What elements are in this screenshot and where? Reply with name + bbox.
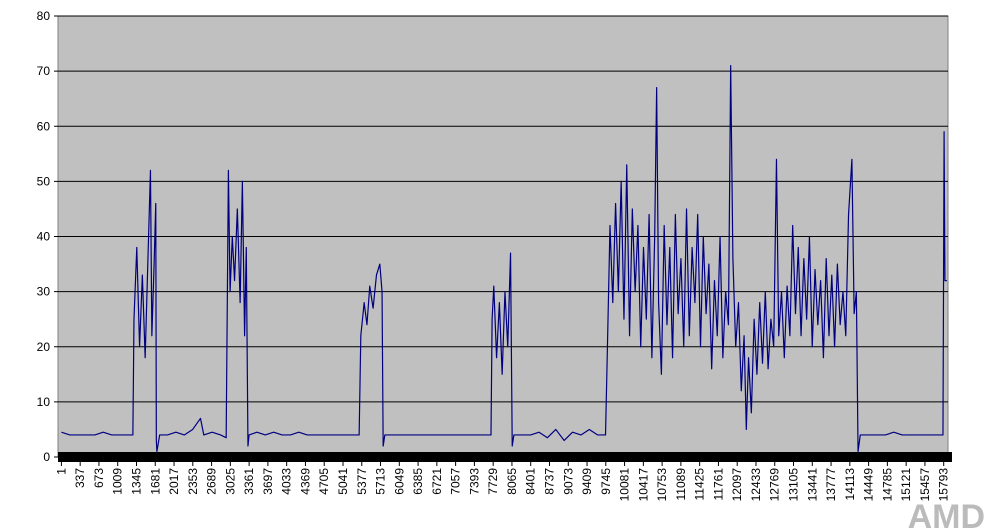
x-tick-label: 673: [92, 468, 106, 488]
x-tick-label: 1009: [111, 468, 125, 495]
x-tick-label: 2689: [205, 468, 219, 495]
x-tick-label: 9409: [580, 468, 594, 495]
x-tick-label: 11425: [693, 468, 707, 501]
y-tick-label: 0: [43, 450, 50, 464]
x-tick-label: 13777: [824, 468, 838, 502]
x-tick-label: 6721: [430, 468, 444, 495]
x-tick-label: 12433: [749, 468, 763, 502]
y-tick-label: 70: [37, 64, 51, 78]
x-tick-label: 1345: [129, 468, 143, 495]
x-tick-label: 13105: [787, 468, 801, 502]
x-tick-label: 10417: [636, 468, 650, 502]
x-tick-label: 9745: [599, 468, 613, 495]
x-tick-label: 337: [73, 468, 87, 488]
x-tick-label: 7057: [449, 468, 463, 495]
x-tick-label: 15121: [899, 468, 913, 502]
x-tick-label: 10753: [655, 468, 669, 502]
y-tick-label: 50: [37, 174, 51, 188]
x-tick-label: 3697: [261, 468, 275, 495]
x-tick-label: 7729: [486, 468, 500, 495]
x-tick-label: 2353: [186, 468, 200, 495]
x-tick-label: 14449: [862, 468, 876, 502]
y-tick-label: 20: [37, 340, 51, 354]
x-tick-label: 7393: [467, 468, 481, 495]
x-axis-band: [58, 452, 952, 462]
x-tick-label: 11089: [674, 468, 688, 501]
data-line: [61, 65, 947, 453]
x-tick-label: 15457: [918, 468, 932, 502]
x-tick-label: 5041: [336, 468, 350, 495]
x-tick-label: 8401: [524, 468, 538, 495]
y-tick-label: 40: [37, 230, 51, 244]
x-tick-label: 3361: [242, 468, 256, 495]
x-tick-label: 15793: [937, 468, 951, 502]
y-tick-label: 30: [37, 285, 51, 299]
x-tick-label: 4369: [298, 468, 312, 495]
y-tick-label: 80: [37, 9, 51, 23]
y-tick-label: 60: [37, 119, 51, 133]
x-tick-label: 6385: [411, 468, 425, 495]
x-tick-label: 2017: [167, 468, 181, 495]
x-tick-label: 9073: [561, 468, 575, 495]
x-tick-label: 13441: [805, 468, 819, 502]
x-tick-label: 1681: [148, 468, 162, 495]
x-tick-label: 6049: [392, 468, 406, 495]
x-tick-label: 1: [54, 468, 68, 475]
x-tick-label: 12097: [730, 468, 744, 502]
x-tick-label: 14785: [880, 468, 894, 502]
x-tick-label: 5713: [374, 468, 388, 495]
x-tick-label: 8065: [505, 468, 519, 495]
x-tick-label: 4705: [317, 468, 331, 495]
watermark: AMD: [908, 498, 985, 531]
x-tick-label: 3025: [223, 468, 237, 495]
y-tick-label: 10: [37, 395, 51, 409]
x-tick-label: 12769: [768, 468, 782, 502]
x-tick-label: 11761: [711, 468, 725, 501]
x-tick-label: 4033: [280, 468, 294, 495]
x-tick-label: 8737: [542, 468, 556, 495]
x-tick-label: 5377: [355, 468, 369, 495]
x-tick-label: 10081: [618, 468, 632, 502]
x-tick-label: 14113: [843, 468, 857, 501]
